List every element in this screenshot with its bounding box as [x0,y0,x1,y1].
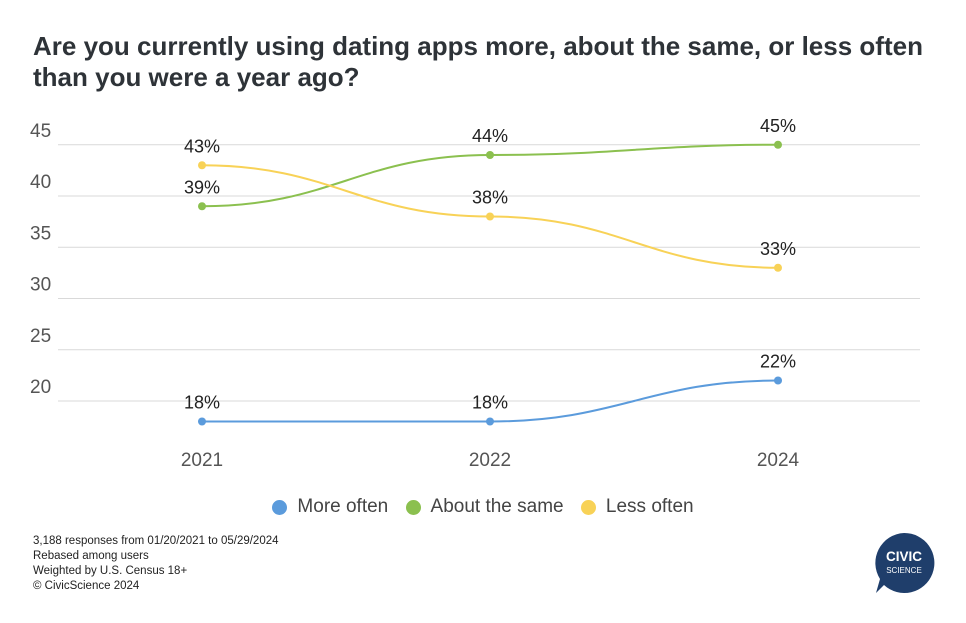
y-tick-label: 40 [30,172,51,193]
data-label: 39% [184,177,220,197]
legend-swatch-more-often [272,499,288,515]
data-point [774,376,782,385]
legend-label: Less often [605,496,694,517]
x-tick-label: 2024 [757,450,800,471]
legend: More often About the same Less often [0,496,966,521]
y-tick-label: 45 [30,121,51,142]
y-tick-label: 20 [30,377,51,398]
y-tick-label: 25 [30,326,51,347]
data-label: 44% [472,126,508,146]
data-point [486,417,494,426]
footnote-weighting: Weighted by U.S. Census 18+ [33,565,188,577]
data-label: 33% [760,239,796,259]
data-point [774,263,782,272]
legend-swatch-about-the-same [405,499,421,515]
legend-item-more-often[interactable]: More often [272,496,388,518]
footnote-rebased: Rebased among users [33,550,149,562]
data-label: 43% [184,136,220,156]
legend-label: More often [297,496,389,517]
legend-item-less-often[interactable]: Less often [580,496,694,518]
x-axis-ticks: 2021 2022 2024 [181,450,800,471]
data-label: 18% [184,393,220,413]
data-point [198,417,206,426]
data-label: 38% [472,188,508,208]
x-tick-label: 2021 [181,450,223,471]
footnote-copyright: © CivicScience 2024 [33,580,140,592]
data-point [198,202,206,211]
x-tick-label: 2022 [469,450,511,471]
data-label: 45% [760,116,796,136]
data-label: 18% [472,393,508,413]
y-axis-ticks: 20 25 30 35 40 45 [30,121,51,398]
data-label: 22% [760,352,796,372]
chart-title: Are you currently using dating apps more… [33,31,923,92]
line-chart: 20 25 30 35 40 45 2021 2022 2024 18% 18% 22% 39% 44… [30,116,920,471]
data-point [486,212,494,221]
footnotes: 3,188 responses from 01/20/2021 to 05/29… [33,534,279,594]
y-tick-label: 35 [30,223,51,244]
legend-item-about-the-same[interactable]: About the same [405,496,564,518]
legend-swatch-less-often [580,499,596,515]
footnote-responses: 3,188 responses from 01/20/2021 to 05/29… [33,535,279,547]
data-point [486,151,494,159]
series-lines [201,143,779,423]
legend-label: About the same [430,496,564,517]
data-point [774,140,782,149]
logo-text-civic: CIVIC [886,549,922,564]
logo-text-science: SCIENCE [886,566,922,575]
data-point [198,161,206,170]
y-tick-label: 30 [30,275,51,296]
data-labels: 18% 18% 22% 39% 44% 45% 43% 38% 33% [184,116,796,413]
civicscience-logo: CIVIC SCIENCE [875,532,935,593]
series-points [198,140,782,426]
